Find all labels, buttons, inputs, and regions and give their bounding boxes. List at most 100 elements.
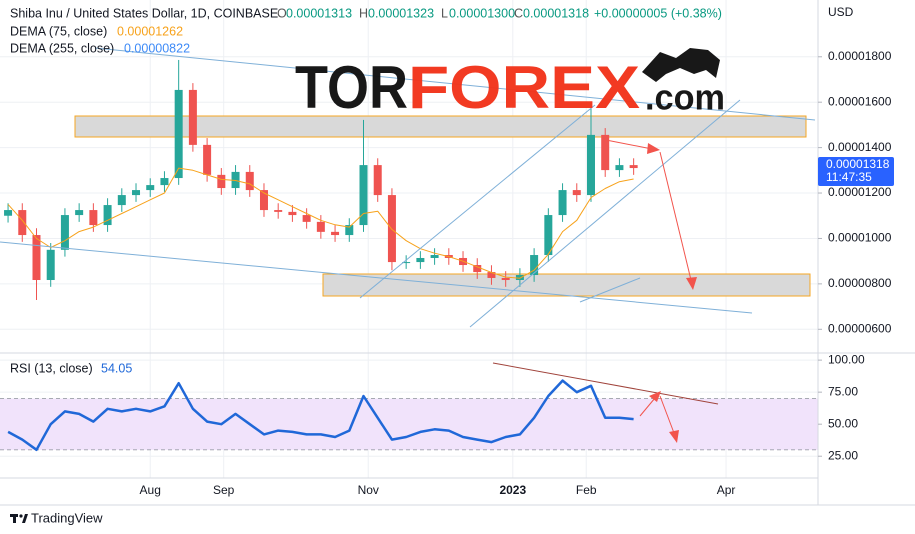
symbol-title: Shiba Inu / United States Dollar, 1D, CO… (10, 6, 278, 20)
candle-body (117, 195, 126, 206)
candle-body (373, 165, 382, 196)
legend: Shiba Inu / United States Dollar, 1D, CO… (10, 5, 854, 375)
candle-body (132, 190, 141, 196)
candle-body (615, 165, 624, 171)
y-tick-label: 0.00000800 (828, 276, 892, 290)
arrow (659, 395, 675, 434)
price-tag-box (818, 157, 894, 186)
x-tick-label: 2023 (499, 483, 526, 497)
y-tick-label: 0.00001200 (828, 185, 892, 199)
y-tick-label: 0.00001600 (828, 94, 892, 108)
brand: TradingView (31, 510, 103, 525)
ohlc-value: 0.00001318 (523, 6, 589, 20)
y-tick-label: 0.00000600 (828, 321, 892, 335)
candle-body (302, 215, 311, 222)
candle-body (4, 210, 13, 216)
candle-body (217, 174, 226, 189)
candle-body (203, 144, 212, 175)
ohlc-value: 0.00001300 (449, 6, 515, 20)
candle-body (274, 210, 283, 212)
trend-line (579, 277, 641, 303)
marks-layer (4, 59, 638, 452)
arrow-head (649, 391, 661, 402)
ohlc-key: C (514, 6, 523, 20)
candle-body (316, 221, 325, 232)
watermark-text: TOR (295, 54, 408, 121)
trend-line (94, 47, 816, 121)
indicator-name: RSI (13, close) (10, 361, 93, 375)
candle-body (572, 190, 581, 196)
change: +0.00000005 (+0.38%) (594, 6, 722, 20)
candle-body (160, 178, 169, 186)
rsi-band (0, 398, 818, 450)
price-tag-countdown: 11:47:35 (826, 170, 872, 184)
arrow (639, 397, 656, 417)
bull-logo (642, 48, 720, 82)
price-tag: 0.00001318 11:47:35 (818, 157, 894, 186)
candle-body (331, 231, 340, 236)
footer: TradingView (10, 510, 103, 525)
indicator-value: 54.05 (101, 361, 132, 375)
arrow-head (647, 143, 660, 154)
candle-body (259, 190, 268, 211)
ohlc-value: 0.00001323 (368, 6, 434, 20)
candle-body (515, 275, 524, 281)
candle-body (46, 249, 55, 281)
divergence-line (492, 362, 719, 405)
frame (0, 0, 915, 506)
candle-body (288, 211, 297, 216)
y-tick-label: 0.00001400 (828, 140, 892, 154)
logo (19, 514, 23, 518)
trend-line (0, 241, 753, 314)
y-tick-label: 50.00 (828, 416, 858, 430)
x-tick-label: Feb (576, 483, 597, 497)
ohlc-key: O (277, 6, 287, 20)
resistance-zone (74, 115, 807, 138)
arrow (605, 139, 653, 150)
price-tag-value: 0.00001318 (826, 157, 890, 171)
watermark-text: .com (645, 77, 725, 118)
candle-body (558, 190, 567, 216)
candle-body (501, 277, 510, 281)
candle-body (18, 210, 27, 236)
ohlc-value: 0.00001313 (286, 6, 352, 20)
candle-body (32, 235, 41, 281)
candle-body (402, 262, 411, 264)
candle-body (601, 134, 610, 171)
candle-body (530, 255, 539, 276)
candle-body (345, 225, 354, 236)
candle-body (544, 215, 553, 256)
trend-line (469, 99, 741, 328)
y-tick-label: 100.00 (828, 352, 865, 366)
arrow-head (686, 277, 697, 290)
y-tick-label: 0.00001800 (828, 49, 892, 63)
logo (13, 514, 16, 523)
ohlc-key: L (441, 6, 448, 20)
candle-body (473, 265, 482, 273)
y-axis-label: USD (828, 5, 854, 19)
x-tick-label: Nov (358, 483, 379, 497)
candle-body (231, 171, 240, 189)
candle-body (430, 255, 439, 258)
watermark: TOR FOREX .com (295, 48, 725, 121)
candle-body (103, 205, 112, 226)
candle-body (359, 165, 368, 226)
candle-body (89, 210, 98, 226)
candle-body (174, 89, 183, 179)
candle-body (75, 210, 84, 216)
y-tick-label: 25.00 (828, 448, 858, 462)
candle-body (188, 89, 197, 145)
indicator-value: 0.00000822 (124, 41, 190, 55)
trend-line (359, 104, 596, 299)
x-tick-label: Sep (213, 483, 235, 497)
forecast-arrows (492, 139, 719, 443)
logo (22, 514, 28, 523)
candle-body (586, 134, 595, 196)
candle-body (387, 195, 396, 263)
arrow-head (669, 430, 679, 443)
candle-body (146, 185, 155, 191)
candle-body (487, 272, 496, 278)
y-tick-label: 0.00001000 (828, 231, 892, 245)
x-tick-label: Aug (140, 483, 161, 497)
